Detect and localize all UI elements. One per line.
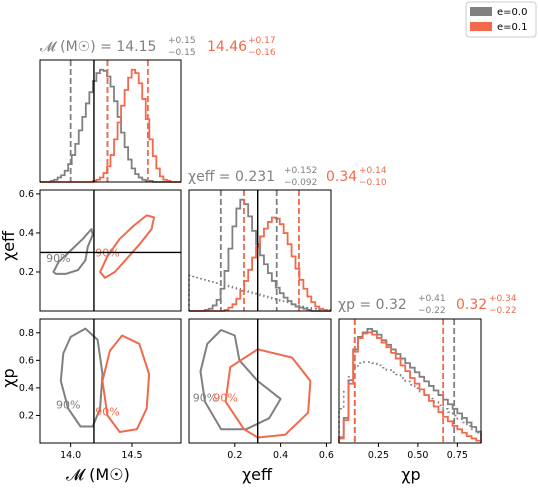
panel-mc-hist — [39, 59, 182, 183]
frame-mc — [39, 59, 182, 183]
contour-red-chi-chip — [224, 348, 312, 439]
title-mc-red: 14.46 — [207, 39, 247, 55]
contour-label-grey-mc-chip: 90% — [56, 399, 80, 412]
legend-label-e0: e=0.0 — [497, 7, 527, 18]
panel-mc-vs-chi-eff: 90% 90%0.20.40.6 — [19, 189, 182, 312]
frame-chi — [188, 189, 332, 312]
x-tick-label-mc-0: 14.0 — [60, 450, 81, 461]
title-chi-red-plus: +0.14 — [359, 166, 387, 176]
contour-label-grey-mc-chi: 90% — [46, 252, 70, 265]
prior-curve-chi — [188, 274, 332, 311]
title-chi-eff: χeff = 0.231 — [188, 169, 275, 185]
y-tick-label-chip-1: 0.4 — [19, 383, 34, 394]
title-chip-red-minus: −0.22 — [489, 306, 517, 316]
title-chi-grey-plus: +0.152 — [284, 166, 317, 176]
y-axis-label-chi-eff: χeff — [0, 230, 18, 261]
y-tick-label-chip-3: 0.8 — [19, 328, 34, 339]
title-chip-grey-minus: −0.22 — [418, 306, 446, 316]
contour-red-mc-chip — [101, 334, 151, 433]
frame-mc-chip — [39, 318, 182, 444]
hist-red-chip — [338, 331, 482, 443]
contour-label-grey-chi-chip: 90% — [193, 392, 217, 405]
title-mc-red-minus: −0.16 — [248, 48, 276, 58]
frame-mc-chi — [39, 189, 182, 312]
y-tick-label-chi-1: 0.4 — [19, 228, 34, 239]
panel-mc-vs-chi-p: 90% 90% 0.2 0.4 0.6 0.8 14.0 14.5 — [19, 318, 182, 461]
hist-grey-mc — [40, 68, 181, 183]
x-axis-label-mc: 𝓜 (M☉) — [66, 465, 130, 484]
title-chip-grey-plus: +0.41 — [418, 294, 446, 304]
panel-chi-eff-vs-chi-p: 90%90% 0.2 0.4 0.6 — [188, 318, 334, 461]
y-axis-label-chi-p: χp — [0, 368, 18, 387]
title-chi-p: χp = 0.32 — [338, 297, 407, 313]
y-tick-label-chip-2: 0.6 — [19, 355, 34, 366]
x-axis-label-chi-eff: χeff — [242, 465, 273, 484]
y-tick-label-chi-2: 0.6 — [19, 189, 34, 200]
prior-curve-chip — [338, 361, 482, 443]
x-tick-label-chi-2: 0.6 — [319, 450, 334, 461]
x-tick-label-chi-0: 0.2 — [227, 450, 242, 461]
frame-chi-chip — [188, 318, 332, 444]
y-tick-label-chi-0: 0.2 — [19, 267, 34, 278]
frame-chip — [338, 318, 482, 444]
x-axis-label-chi-p: χp — [401, 465, 420, 484]
contour-grey-mc-chip — [59, 327, 104, 428]
panel-chi-p-hist: 0.25 0.50 0.75 — [338, 318, 482, 461]
title-chi-grey-minus: −0.092 — [284, 178, 317, 188]
contour-red-mc-chi — [99, 214, 155, 279]
title-chi-red: 0.34 — [326, 169, 357, 185]
legend-swatch-e1 — [470, 22, 492, 31]
title-mc-red-plus: +0.17 — [248, 36, 276, 46]
contour-grey-chi-chip — [199, 329, 282, 431]
x-tick-label-chip-0: 0.25 — [368, 450, 389, 461]
title-mc-grey-minus: −0.15 — [168, 48, 196, 58]
contour-label-red-chi-chip: 90% — [213, 392, 237, 405]
x-tick-label-mc-1: 14.5 — [121, 450, 142, 461]
title-mc-grey-plus: +0.15 — [168, 36, 196, 46]
legend-swatch-e0 — [470, 7, 492, 16]
title-chip-red: 0.32 — [456, 297, 487, 313]
legend-label-e1: e=0.1 — [497, 22, 527, 33]
hist-grey-chip — [338, 328, 482, 443]
x-tick-label-chip-1: 0.50 — [407, 450, 428, 461]
x-tick-label-chi-1: 0.4 — [273, 450, 288, 461]
y-tick-label-chip-0: 0.2 — [19, 410, 34, 421]
hist-red-chi — [189, 216, 331, 312]
panel-chi-eff-hist — [188, 189, 332, 312]
title-chip-red-plus: +0.34 — [489, 294, 517, 304]
legend: e=0.0 e=0.1 — [465, 1, 537, 38]
title-mc: 𝓜 (M☉) = 14.15 — [40, 39, 156, 55]
title-chi-red-minus: −0.10 — [359, 178, 387, 188]
contour-label-red-mc-chip: 90% — [95, 405, 119, 418]
x-tick-label-chip-2: 0.75 — [447, 450, 468, 461]
